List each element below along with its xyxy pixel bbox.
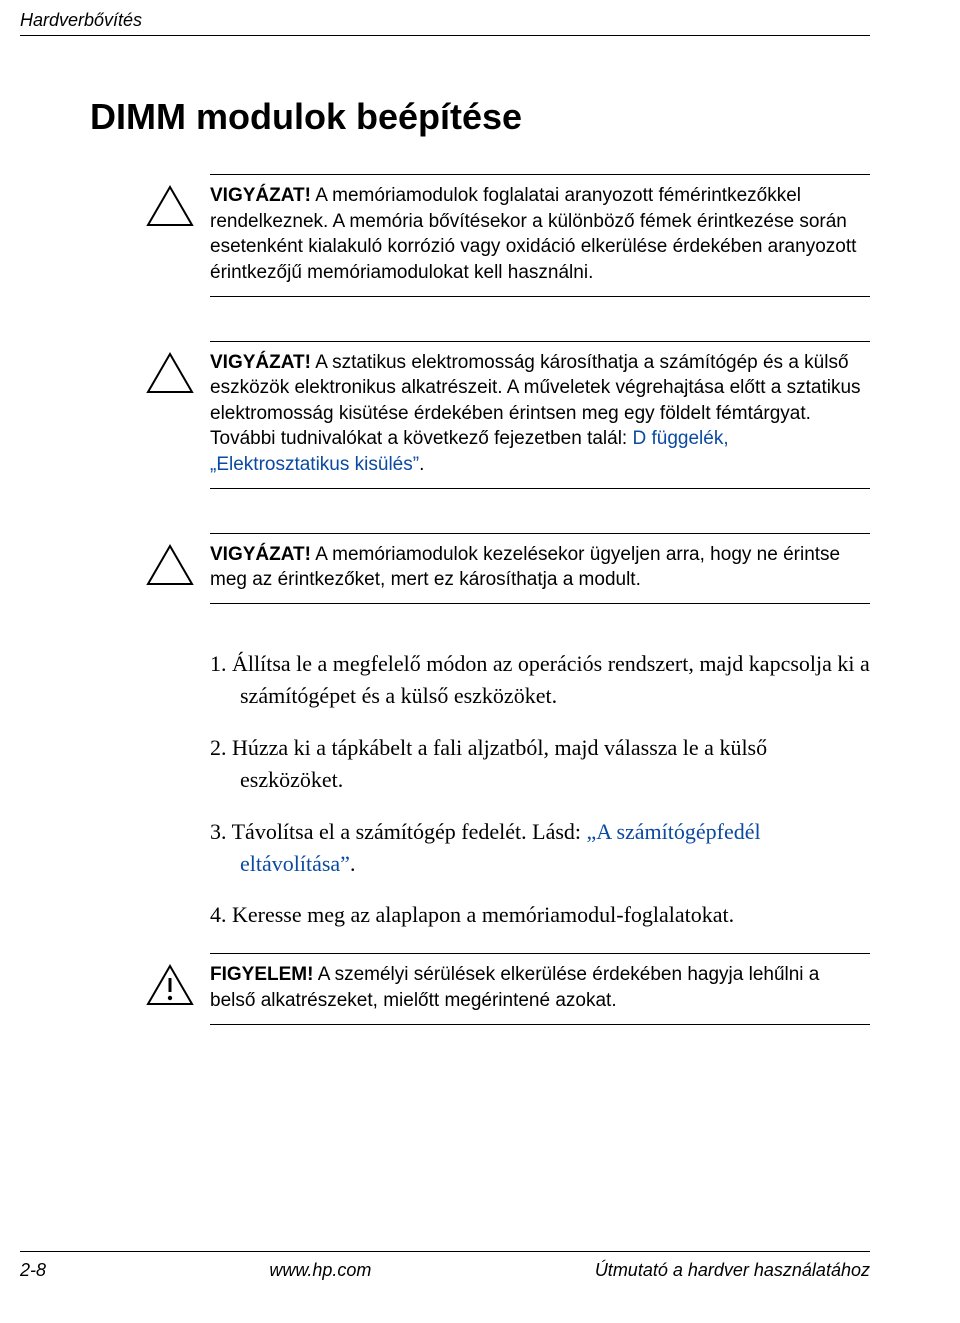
notice-label: VIGYÁZAT! xyxy=(210,352,311,373)
notice-rule-bottom xyxy=(210,488,870,489)
caution-triangle-icon xyxy=(146,352,202,394)
notice-text: VIGYÁZAT! A memóriamodulok kezelésekor ü… xyxy=(210,542,870,593)
page-number: 2-8 xyxy=(20,1260,46,1281)
step-1: Állítsa le a megfelelő módon az operáció… xyxy=(210,648,870,712)
warning-notice: FIGYELEM! A személyi sérülések elkerülés… xyxy=(210,953,870,1024)
notice-text: FIGYELEM! A személyi sérülések elkerülés… xyxy=(210,962,870,1013)
notice-rule-bottom xyxy=(210,1024,870,1025)
footer-rule xyxy=(20,1251,870,1252)
notice-label: VIGYÁZAT! xyxy=(210,544,311,565)
page-footer: 2-8 www.hp.com Útmutató a hardver haszná… xyxy=(20,1251,870,1281)
steps-list: Állítsa le a megfelelő módon az operáció… xyxy=(210,648,870,931)
page-title: DIMM modulok beépítése xyxy=(90,96,870,138)
notice-text: VIGYÁZAT! A sztatikus elektromosság káro… xyxy=(210,350,870,478)
running-head: Hardverbővítés xyxy=(20,10,870,31)
caution-triangle-icon xyxy=(146,544,202,586)
header-rule xyxy=(20,35,870,36)
caution-triangle-icon xyxy=(146,185,202,227)
warning-triangle-icon xyxy=(146,964,202,1006)
notice-rule-bottom xyxy=(210,296,870,297)
caution-notice-3: VIGYÁZAT! A memóriamodulok kezelésekor ü… xyxy=(210,533,870,604)
notice-rule-bottom xyxy=(210,603,870,604)
step-3: Távolítsa el a számítógép fedelét. Lásd:… xyxy=(210,816,870,880)
caution-notice-2: VIGYÁZAT! A sztatikus elektromosság káro… xyxy=(210,341,870,489)
notice-text: VIGYÁZAT! A memóriamodulok foglalatai ar… xyxy=(210,183,870,286)
page: Hardverbővítés DIMM modulok beépítése VI… xyxy=(0,0,960,1323)
step-2: Húzza ki a tápkábelt a fali aljzatból, m… xyxy=(210,732,870,796)
caution-notice-1: VIGYÁZAT! A memóriamodulok foglalatai ar… xyxy=(210,174,870,297)
footer-url: www.hp.com xyxy=(269,1260,371,1281)
step-4: Keresse meg az alaplapon a memóriamodul-… xyxy=(210,899,870,931)
notice-label: VIGYÁZAT! xyxy=(210,185,311,206)
footer-doc-title: Útmutató a hardver használatához xyxy=(595,1260,870,1281)
notice-label: FIGYELEM! xyxy=(210,964,313,985)
